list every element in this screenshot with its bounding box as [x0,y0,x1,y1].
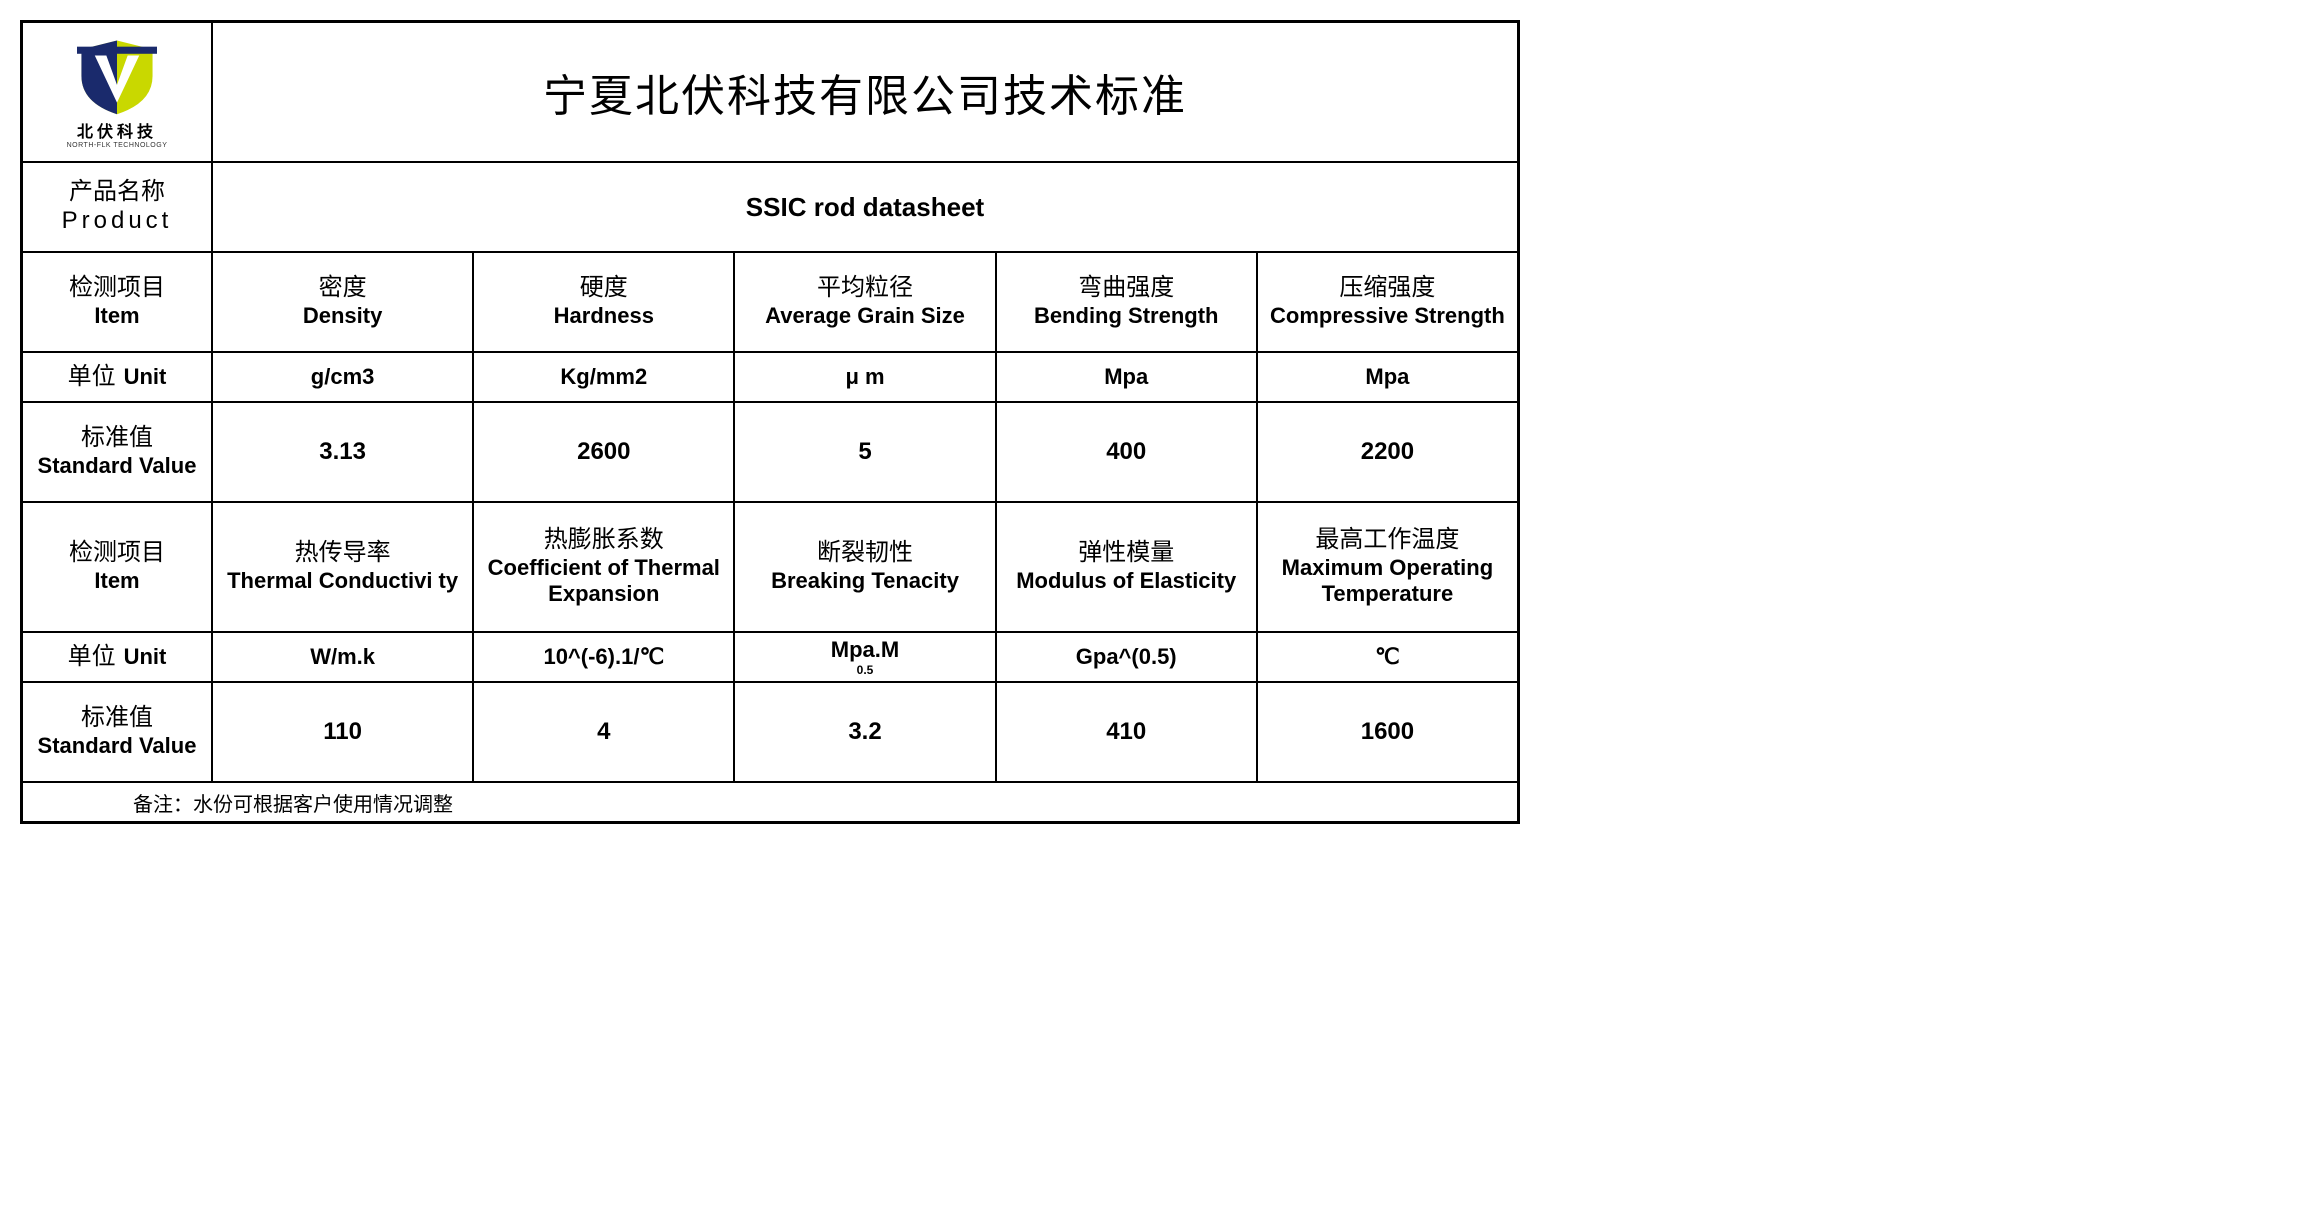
unit-label-en: Unit [124,364,167,390]
std-label-cn: 标准值 [81,424,153,453]
g1-item-4-cn: 压缩强度 [1339,274,1435,303]
g2-val-0: 110 [212,682,473,782]
g2-unit-2-base: Mpa.M [831,637,899,663]
g1-item-3: 弯曲强度 Bending Strength [996,252,1257,352]
g1-item-4-en: Compressive Strength [1270,303,1505,329]
std-label: 标准值 Standard Value [22,402,212,502]
document-title: 宁夏北伏科技有限公司技术标准 [212,22,1518,162]
g2-item-2: 断裂韧性 Breaking Tenacity [734,502,995,632]
footnote: 备注：水份可根据客户使用情况调整 [22,782,1518,822]
g1-item-0: 密度 Density [212,252,473,352]
std-label-2-cn: 标准值 [81,704,153,733]
g2-item-2-cn: 断裂韧性 [817,539,913,568]
g2-val-2: 3.2 [734,682,995,782]
unit-label: 单位 Unit [22,352,212,402]
group1-item-row: 检测项目 Item 密度 Density 硬度 Hardness 平均粒径 Av… [22,252,1518,352]
std-label-en: Standard Value [38,453,197,479]
item-label-2-cn: 检测项目 [69,539,165,568]
g2-unit-2-sup: 0.5 [857,663,874,677]
g1-val-3: 400 [996,402,1257,502]
g1-item-2-cn: 平均粒径 [817,274,913,303]
g2-unit-1: 10^(-6).1/℃ [473,632,734,682]
g2-val-4: 1600 [1257,682,1518,782]
g2-unit-4: ℃ [1257,632,1518,682]
g1-val-1: 2600 [473,402,734,502]
g2-unit-3: Gpa^(0.5) [996,632,1257,682]
g2-unit-0: W/m.k [212,632,473,682]
g1-item-3-en: Bending Strength [1034,303,1219,329]
item-label-cn: 检测项目 [69,274,165,303]
item-label-2-en: Item [94,568,139,594]
g2-item-0-cn: 热传导率 [295,539,391,568]
group2-value-row: 标准值 Standard Value 110 4 3.2 410 1600 [22,682,1518,782]
g1-item-2: 平均粒径 Average Grain Size [734,252,995,352]
unit-label-2-en: Unit [124,644,167,670]
g2-item-0-en: Thermal Conductivi ty [227,568,458,594]
group1-value-row: 标准值 Standard Value 3.13 2600 5 400 2200 [22,402,1518,502]
g2-item-4-en: Maximum Operating Temperature [1262,555,1513,608]
g1-val-2: 5 [734,402,995,502]
group2-item-row: 检测项目 Item 热传导率 Thermal Conductivi ty 热膨胀… [22,502,1518,632]
g1-item-1-en: Hardness [554,303,654,329]
item-label-2: 检测项目 Item [22,502,212,632]
g1-item-2-en: Average Grain Size [765,303,965,329]
product-value: SSIC rod datasheet [212,162,1518,252]
g2-item-2-en: Breaking Tenacity [771,568,959,594]
product-label-en: Product [62,207,173,236]
item-label: 检测项目 Item [22,252,212,352]
g1-unit-3: Mpa [996,352,1257,402]
g2-item-1-cn: 热膨胀系数 [544,526,664,555]
g2-item-3-en: Modulus of Elasticity [1016,568,1236,594]
unit-label-2: 单位 Unit [22,632,212,682]
g2-unit-2: Mpa.M0.5 [734,632,995,682]
g2-item-1: 热膨胀系数 Coefficient of Thermal Expansion [473,502,734,632]
logo-company-cn: 北伏科技 [77,118,157,142]
unit-label-cn: 单位 [68,363,116,392]
g1-item-1: 硬度 Hardness [473,252,734,352]
g2-item-0: 热传导率 Thermal Conductivi ty [212,502,473,632]
g2-item-3: 弹性模量 Modulus of Elasticity [996,502,1257,632]
g1-item-3-cn: 弯曲强度 [1078,274,1174,303]
g2-item-1-en: Coefficient of Thermal Expansion [478,555,729,608]
product-row: 产品名称 Product SSIC rod datasheet [22,162,1518,252]
logo-company-en: NORTH-FLK TECHNOLOGY [67,142,168,149]
header-row: 北伏科技 NORTH-FLK TECHNOLOGY 宁夏北伏科技有限公司技术标准 [22,22,1518,162]
unit-label-2-cn: 单位 [68,643,116,672]
g1-item-1-cn: 硬度 [580,274,628,303]
g1-item-0-en: Density [303,303,382,329]
company-logo-icon [72,36,162,116]
product-label-cn: 产品名称 [69,178,165,207]
g1-val-4: 2200 [1257,402,1518,502]
g1-item-0-cn: 密度 [319,274,367,303]
group2-unit-row: 单位 Unit W/m.k 10^(-6).1/℃ Mpa.M0.5 Gpa^(… [22,632,1518,682]
g2-val-3: 410 [996,682,1257,782]
g2-item-3-cn: 弹性模量 [1078,539,1174,568]
g1-unit-4: Mpa [1257,352,1518,402]
g1-unit-2: μ m [734,352,995,402]
g2-val-1: 4 [473,682,734,782]
std-label-2-en: Standard Value [38,733,197,759]
datasheet-table: 北伏科技 NORTH-FLK TECHNOLOGY 宁夏北伏科技有限公司技术标准… [20,20,1520,824]
g2-item-4: 最高工作温度 Maximum Operating Temperature [1257,502,1518,632]
product-label: 产品名称 Product [22,162,212,252]
g1-unit-1: Kg/mm2 [473,352,734,402]
g1-val-0: 3.13 [212,402,473,502]
group1-unit-row: 单位 Unit g/cm3 Kg/mm2 μ m Mpa Mpa [22,352,1518,402]
g1-item-4: 压缩强度 Compressive Strength [1257,252,1518,352]
std-label-2: 标准值 Standard Value [22,682,212,782]
logo-cell: 北伏科技 NORTH-FLK TECHNOLOGY [22,22,212,162]
g2-item-4-cn: 最高工作温度 [1315,526,1459,555]
g1-unit-0: g/cm3 [212,352,473,402]
item-label-en: Item [94,303,139,329]
